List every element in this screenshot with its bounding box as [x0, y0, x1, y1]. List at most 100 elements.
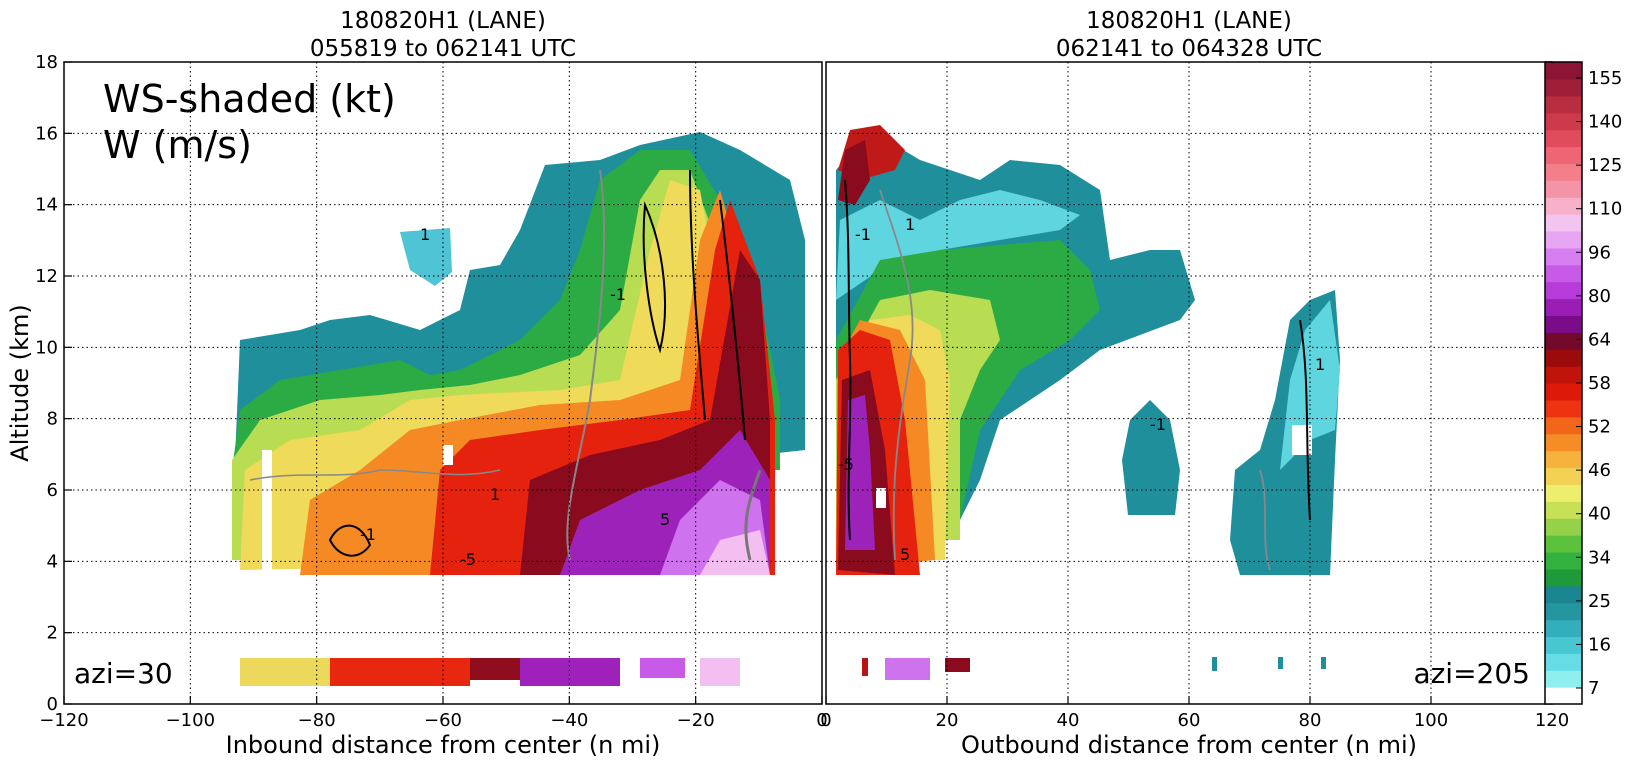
colorbar-band [1545, 450, 1582, 469]
w-annotation: W (m/s) [103, 123, 252, 167]
colorbar-band [1545, 467, 1582, 485]
y-tick-label: 2 [47, 623, 58, 644]
right-surface-teal-3 [1321, 657, 1326, 669]
x-tick-label: −100 [166, 710, 215, 731]
right-contour-2 [879, 189, 914, 561]
left-contour-label-5: 1 [420, 225, 430, 244]
colorbar-band [1545, 383, 1582, 401]
left-grid [64, 62, 822, 704]
left-x-ticks: −120 −100 −80 −60 −40 −20 0 [39, 696, 828, 731]
x-tick-label: 20 [936, 710, 959, 731]
colorbar-band [1545, 501, 1582, 519]
right-title-line1: 180820H1 (LANE) [1086, 8, 1292, 34]
right-contour-label-3: -5 [838, 455, 854, 474]
left-x-axis-label: Inbound distance from center (n mi) [226, 731, 661, 759]
y-axis-label: Altitude (km) [6, 304, 34, 461]
left-surface-violet [640, 658, 685, 678]
right-contour-1 [844, 179, 852, 541]
right-contour-label-6: 1 [1315, 355, 1325, 374]
colorbar-band [1545, 619, 1582, 638]
left-contour-7 [249, 469, 501, 481]
colorbar-band [1545, 551, 1582, 570]
right-contour-label-5: -1 [1150, 415, 1166, 434]
left-surface-yellow [240, 658, 330, 686]
colorbar-band [1545, 129, 1582, 148]
colorbar-band [1545, 636, 1582, 654]
colorbar-band [1545, 568, 1582, 587]
right-panel: 180820H1 (LANE) 062141 to 064328 UTC [820, 8, 1569, 759]
colorbar-band [1545, 315, 1582, 333]
colorbar-label: 110 [1588, 199, 1622, 220]
left-contour-label-1: -1 [360, 525, 376, 544]
left-contour-label-4: -5 [460, 550, 476, 569]
x-tick-label: −120 [39, 710, 88, 731]
left-contour-label-2: 1 [490, 485, 500, 504]
x-tick-label: 100 [1414, 710, 1448, 731]
left-contour-4 [566, 169, 606, 561]
left-field-cyan-cell [400, 228, 452, 286]
y-tick-label: 18 [35, 52, 58, 73]
right-title-line2: 062141 to 064328 UTC [1056, 36, 1322, 62]
y-tick-label: 6 [47, 480, 58, 501]
left-gap-2 [443, 445, 453, 465]
colorbar-band [1545, 416, 1582, 435]
right-field-purple [845, 395, 875, 550]
right-contour-label-1: -1 [855, 225, 871, 244]
colorbar-label: 58 [1588, 373, 1611, 394]
colorbar-band [1545, 653, 1582, 671]
y-tick-label: 16 [35, 123, 58, 144]
colorbar-band [1545, 247, 1582, 266]
colorbar-band [1545, 146, 1582, 164]
x-tick-label: −80 [298, 710, 336, 731]
left-contour-5 [328, 524, 372, 557]
left-surface-pink [700, 658, 740, 686]
right-contour-4 [1259, 469, 1271, 571]
colorbar-band [1545, 78, 1582, 97]
y-tick-label: 14 [35, 195, 58, 216]
left-surface-purple [520, 658, 620, 686]
left-title-line1: 180820H1 (LANE) [340, 8, 546, 34]
right-x-ticks: 0 20 40 60 80 100 120 [820, 696, 1569, 731]
colorbar-band [1545, 687, 1582, 705]
left-y-ticks: 0 2 4 6 8 10 12 14 16 18 [35, 52, 72, 715]
right-x-axis-label: Outbound distance from center (n mi) [961, 731, 1417, 759]
colorbar-label: 125 [1588, 155, 1622, 176]
colorbar-band [1545, 95, 1582, 114]
colorbar-band [1545, 585, 1582, 604]
colorbar-band [1545, 433, 1582, 452]
left-surface-darkred [470, 658, 520, 680]
colorbar-label: 7 [1588, 678, 1599, 699]
colorbar-band [1545, 535, 1582, 553]
left-plot-area: -1 1 5 -5 1 -1 [232, 132, 805, 686]
colorbar-band [1545, 349, 1582, 367]
left-title-line2: 055819 to 062141 UTC [310, 36, 576, 62]
colorbar-band [1545, 180, 1582, 198]
left-contour-6 [744, 469, 762, 561]
ws-shaded-annotation: WS-shaded (kt) [103, 77, 396, 121]
colorbar-band [1545, 602, 1582, 621]
x-tick-label: −40 [550, 710, 588, 731]
right-surface-red [862, 658, 868, 676]
left-contour-3 [719, 199, 746, 441]
colorbar-band [1545, 298, 1582, 317]
colorbar-band [1545, 518, 1582, 536]
colorbar-label: 34 [1588, 547, 1611, 568]
right-surface-teal-1 [1212, 657, 1217, 671]
right-surface-teal-2 [1278, 657, 1283, 669]
left-contour-label-3: 5 [660, 510, 670, 529]
colorbar-label: 64 [1588, 329, 1611, 350]
colorbar-label: 80 [1588, 286, 1611, 307]
x-tick-label: 0 [820, 710, 831, 731]
colorbar-band [1545, 163, 1582, 181]
right-contour-label-2: 1 [905, 215, 915, 234]
y-tick-label: 0 [47, 694, 58, 715]
colorbar-band [1545, 670, 1582, 688]
colorbar-band [1545, 264, 1582, 283]
x-tick-label: −60 [424, 710, 462, 731]
right-cell-gap [1292, 425, 1312, 455]
left-panel: 180820H1 (LANE) 055819 to 062141 UTC [6, 8, 828, 759]
right-azi-label: azi=205 [1413, 657, 1530, 690]
right-contour-3 [1299, 319, 1311, 521]
colorbar-band [1545, 112, 1582, 131]
